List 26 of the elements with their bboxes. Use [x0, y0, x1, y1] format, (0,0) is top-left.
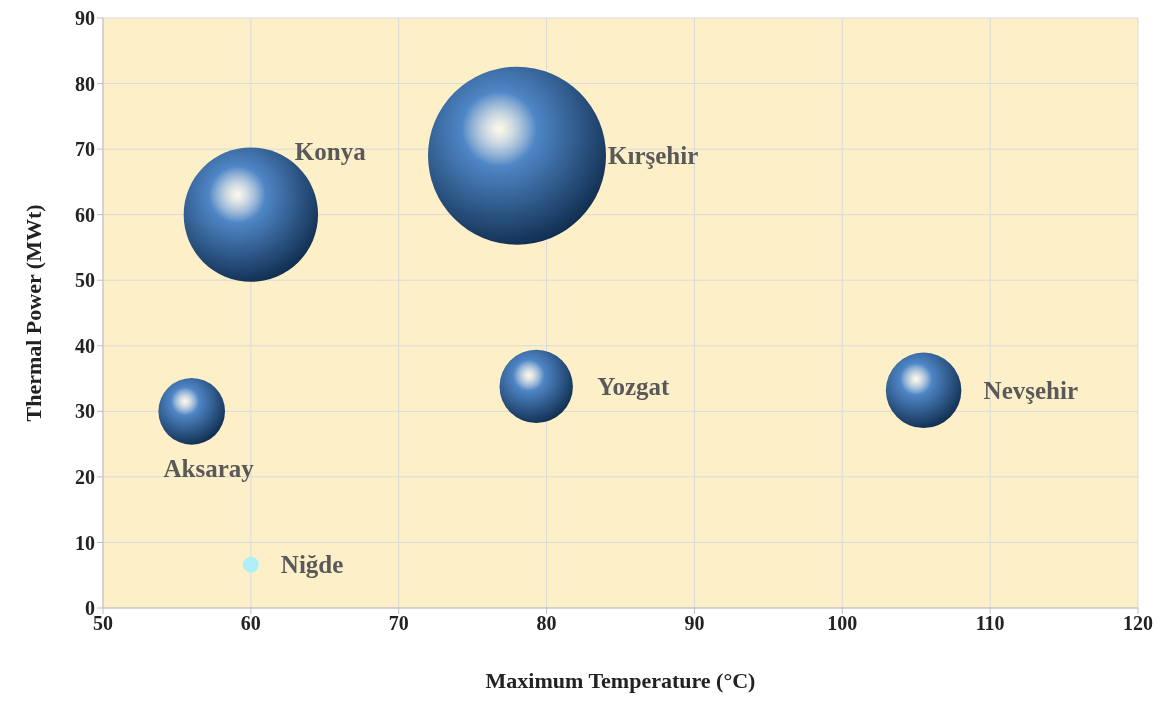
- x-tick-label: 120: [1123, 612, 1153, 635]
- y-tick-label: 60: [75, 203, 95, 226]
- y-tick-label: 0: [85, 597, 95, 620]
- y-tick-label: 30: [75, 400, 95, 423]
- x-tick-label: 110: [975, 612, 1005, 635]
- x-axis-title: Maximum Temperature (°C): [485, 668, 756, 693]
- annotation: Yozgat: [597, 373, 671, 401]
- y-tick-label: 50: [75, 269, 95, 292]
- x-tick-label: 80: [536, 612, 557, 635]
- y-tick-label: 70: [75, 138, 95, 161]
- annotation: Niğde: [280, 551, 344, 579]
- annotation: Konya: [294, 138, 367, 166]
- y-tick-label: 20: [75, 465, 95, 488]
- annotation: Aksaray: [163, 455, 255, 483]
- y-tick-label: 10: [75, 531, 95, 554]
- x-tick-label: 60: [240, 612, 261, 635]
- y-tick-label: 80: [75, 72, 95, 95]
- y-tick-label: 90: [75, 7, 95, 30]
- y-axis-title: Thermal Power (MWt): [20, 204, 46, 422]
- x-tick-label: 70: [388, 612, 409, 635]
- annotation: Kırşehir: [608, 142, 699, 170]
- x-tick-label: 50: [93, 612, 113, 635]
- annotation: Nevşehir: [983, 377, 1079, 405]
- x-tick-label: 90: [684, 612, 705, 635]
- x-tick-label: 100: [827, 612, 858, 635]
- y-tick-label: 40: [75, 334, 95, 357]
